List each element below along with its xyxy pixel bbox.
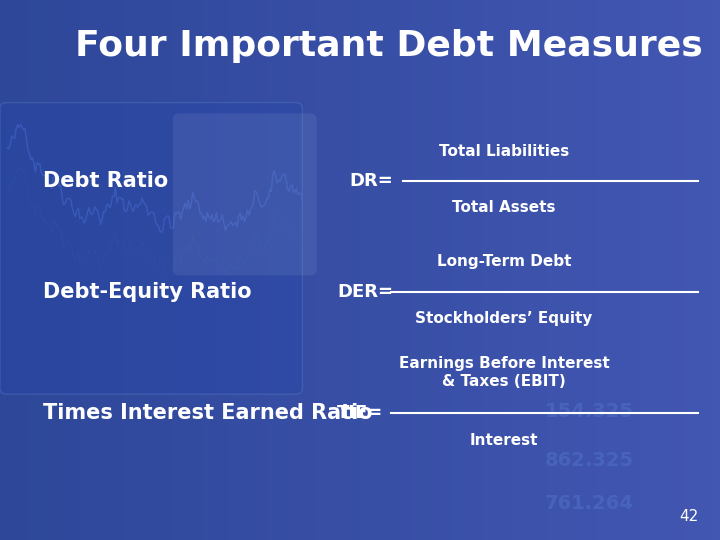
Text: Stockholders’ Equity: Stockholders’ Equity xyxy=(415,311,593,326)
Text: Times Interest Earned Ratio: Times Interest Earned Ratio xyxy=(43,403,373,423)
Text: 761.264: 761.264 xyxy=(544,494,634,513)
Text: Total Liabilities: Total Liabilities xyxy=(439,144,569,159)
Text: Long-Term Debt: Long-Term Debt xyxy=(437,254,571,269)
Text: DR=: DR= xyxy=(349,172,393,190)
Text: Interest: Interest xyxy=(469,433,539,448)
Text: DER=: DER= xyxy=(337,282,393,301)
Text: 862.325: 862.325 xyxy=(544,451,634,470)
Text: Debt-Equity Ratio: Debt-Equity Ratio xyxy=(43,281,252,302)
Text: Earnings Before Interest
& Taxes (EBIT): Earnings Before Interest & Taxes (EBIT) xyxy=(399,356,609,389)
Text: Debt Ratio: Debt Ratio xyxy=(43,171,168,191)
Text: 154.325: 154.325 xyxy=(544,402,634,421)
Text: TIE=: TIE= xyxy=(337,404,383,422)
Text: 42: 42 xyxy=(679,509,698,524)
FancyBboxPatch shape xyxy=(0,103,302,394)
FancyBboxPatch shape xyxy=(173,113,317,275)
Text: Total Assets: Total Assets xyxy=(452,200,556,215)
Text: Four Important Debt Measures: Four Important Debt Measures xyxy=(75,29,703,63)
